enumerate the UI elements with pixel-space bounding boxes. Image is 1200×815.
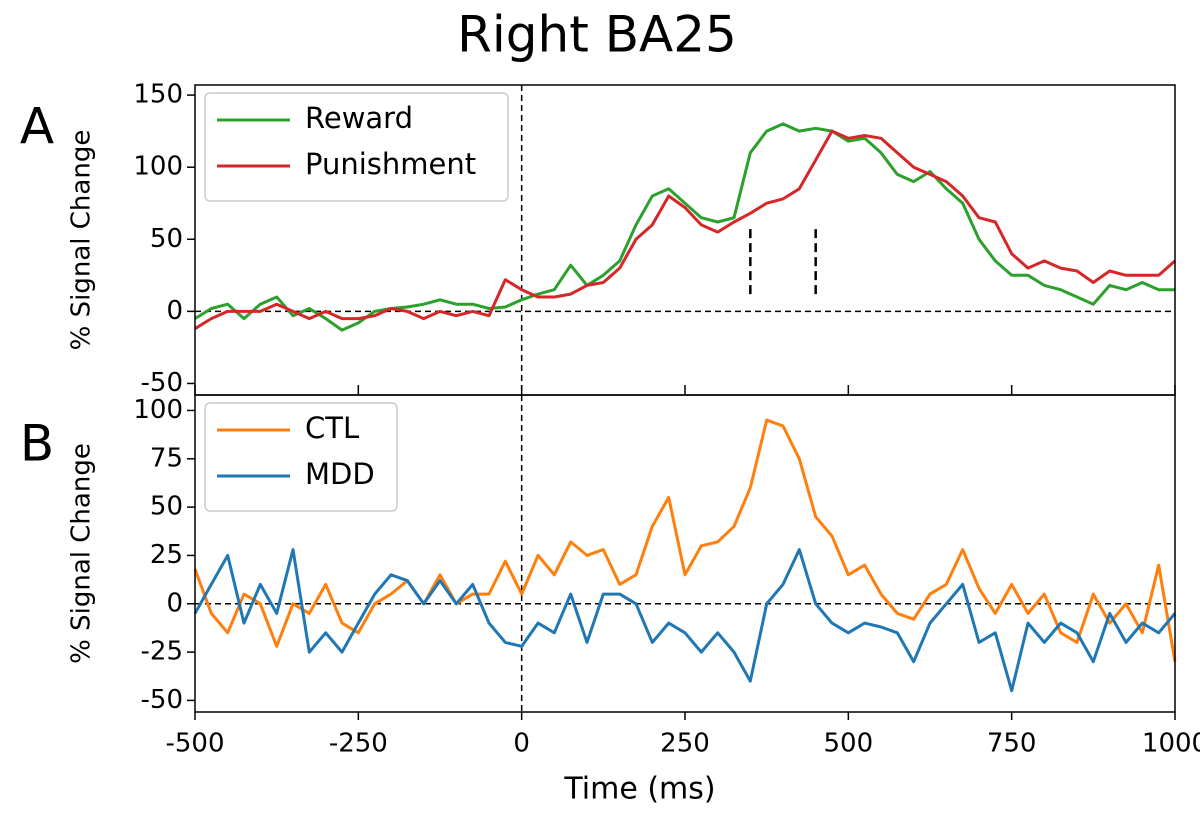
- y-tick-label: 100: [133, 395, 183, 425]
- panel-label: A: [20, 98, 54, 156]
- legend-label: Reward: [305, 101, 413, 135]
- y-tick-label: -50: [141, 685, 183, 715]
- x-tick-label: 250: [660, 729, 710, 759]
- plot-frame: [194, 394, 1176, 713]
- legend-label: CTL: [305, 411, 359, 445]
- y-tick-label: 0: [166, 296, 183, 326]
- y-tick-label: -25: [141, 637, 183, 667]
- x-tick-label: 750: [987, 729, 1037, 759]
- y-axis-label: % Signal Change: [67, 130, 97, 351]
- y-tick-label: 75: [150, 443, 183, 473]
- x-tick-label: 500: [824, 729, 874, 759]
- y-tick-label: 100: [133, 152, 183, 182]
- y-tick-label: -50: [141, 368, 183, 398]
- y-tick-label: 0: [166, 588, 183, 618]
- figure-title: Right BA25: [457, 6, 737, 64]
- legend-label: Punishment: [305, 147, 476, 181]
- y-tick-label: 150: [133, 80, 183, 110]
- series-line: [194, 129, 1176, 330]
- y-tick-label: 50: [150, 224, 183, 254]
- panel-label: B: [20, 415, 54, 473]
- series-line: [193, 418, 1177, 662]
- x-tick-label: 0: [513, 729, 530, 759]
- y-axis-label: % Signal Change: [67, 443, 97, 664]
- series-line: [193, 548, 1177, 693]
- x-tick-label: -500: [165, 729, 224, 759]
- legend-label: MDD: [305, 457, 375, 491]
- y-tick-label: 25: [150, 540, 183, 570]
- x-tick-label: 1000: [1142, 729, 1200, 759]
- x-tick-label: -250: [329, 729, 388, 759]
- x-axis-label: Time (ms): [563, 772, 715, 807]
- y-tick-label: 50: [150, 492, 183, 522]
- series-line: [194, 122, 1175, 332]
